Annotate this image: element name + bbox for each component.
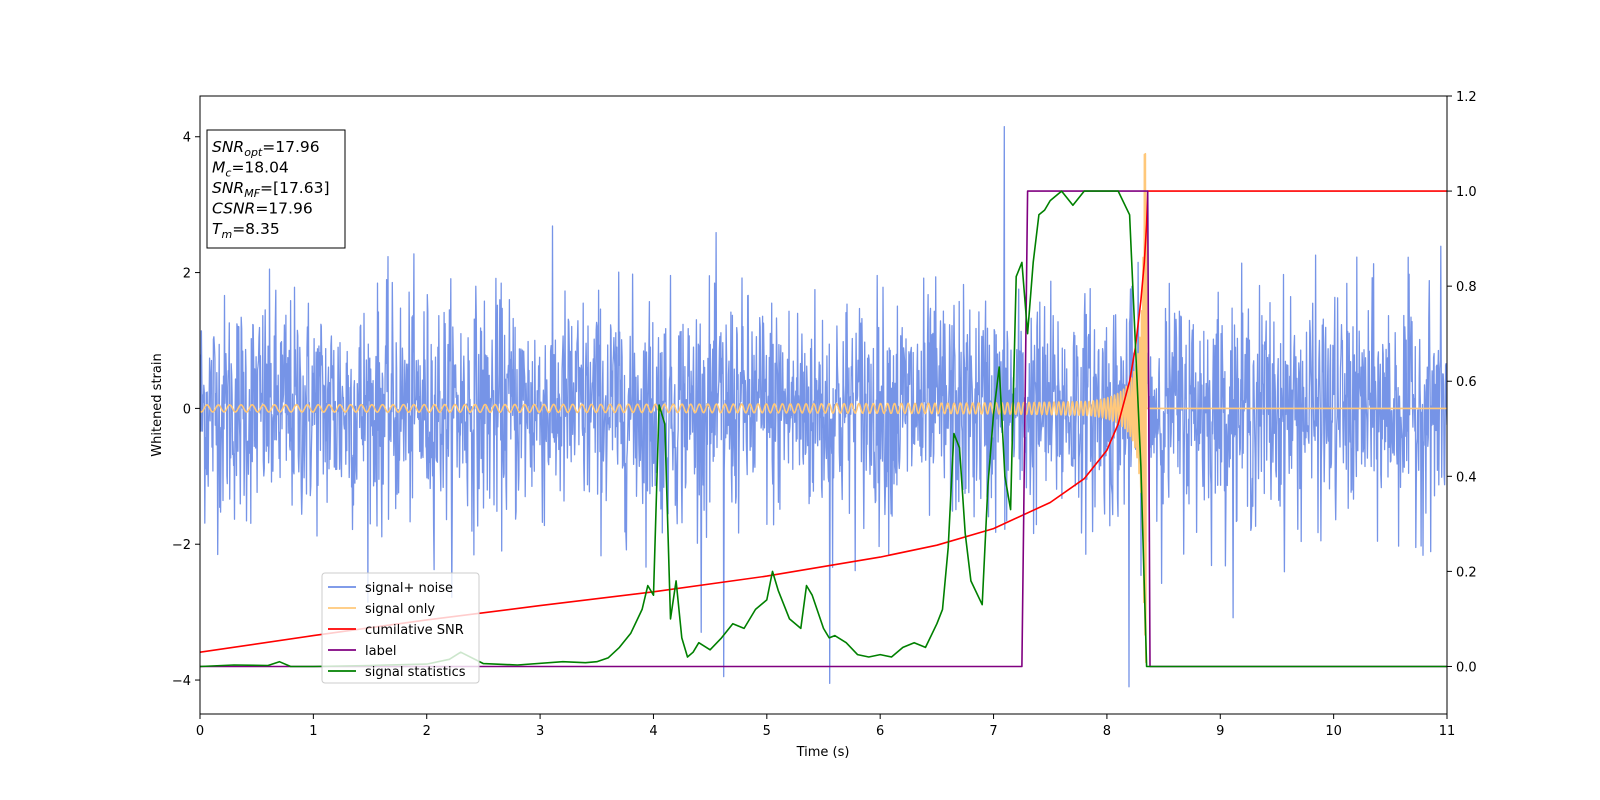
annotation-line: CSNR=17.96	[212, 200, 313, 218]
x-axis: 0 1 2 3 4 5 6 7 8 9 10 11	[196, 714, 1455, 739]
y2-tick-label: 0.6	[1456, 375, 1477, 390]
x-tick-label: 11	[1439, 724, 1456, 739]
series-line-signal-noise	[200, 125, 1447, 688]
annotation-frame	[206, 129, 346, 249]
legend-label: label	[365, 644, 396, 659]
x-tick-label: 7	[989, 724, 997, 739]
legend-label: signal+ noise	[365, 581, 453, 596]
x-axis-label: Time (s)	[796, 745, 850, 760]
y2-tick-label: 0.2	[1456, 565, 1477, 580]
y-axis-right: 0.0 0.2 0.4 0.6 0.8 1.0 1.2	[1447, 90, 1477, 675]
legend-frame	[321, 572, 480, 684]
y2-tick-label: 1.0	[1456, 185, 1477, 200]
annotation-line: Tm=8.35	[212, 220, 280, 241]
x-tick-label: 4	[649, 724, 657, 739]
annotation-line: SNRopt=17.96	[212, 138, 320, 159]
annotation-box: SNRopt=17.96Mc=18.04SNRMF=[17.63]CSNR=17…	[206, 129, 346, 249]
x-tick-label: 0	[196, 724, 204, 739]
x-tick-label: 8	[1103, 724, 1111, 739]
series-layer	[200, 125, 1447, 688]
y-axis-left: −4 −2 0 2 4	[172, 131, 200, 689]
legend-label: signal only	[365, 602, 435, 617]
x-tick-label: 3	[536, 724, 544, 739]
y2-tick-label: 0.8	[1456, 280, 1477, 295]
series-line-signal-only	[200, 152, 1447, 664]
y2-tick-label: 0.4	[1456, 470, 1477, 485]
series-line-signal-statistics	[200, 190, 1447, 668]
x-tick-label: 1	[309, 724, 317, 739]
y-tick-label: −2	[172, 538, 191, 553]
x-tick-label: 10	[1325, 724, 1342, 739]
y2-tick-label: 0.0	[1456, 660, 1477, 675]
annotation-line: Mc=18.04	[212, 159, 289, 180]
legend-label: signal statistics	[365, 665, 466, 680]
y-tick-label: 0	[183, 402, 191, 417]
x-tick-label: 6	[876, 724, 884, 739]
legend: signal+ noise signal only cumilative SNR la…	[321, 572, 480, 684]
legend-label: cumilative SNR	[365, 623, 464, 638]
x-tick-label: 9	[1216, 724, 1224, 739]
y2-tick-label: 1.2	[1456, 90, 1477, 105]
y-tick-label: 2	[183, 267, 191, 282]
y-axis-label: Whitened strain	[150, 353, 165, 456]
annotation-line: SNRMF=[17.63]	[212, 179, 330, 200]
x-tick-label: 2	[423, 724, 431, 739]
y-tick-label: −4	[172, 674, 191, 689]
x-tick-label: 5	[763, 724, 771, 739]
y-tick-label: 4	[183, 131, 191, 146]
plot-frame	[199, 95, 1448, 715]
